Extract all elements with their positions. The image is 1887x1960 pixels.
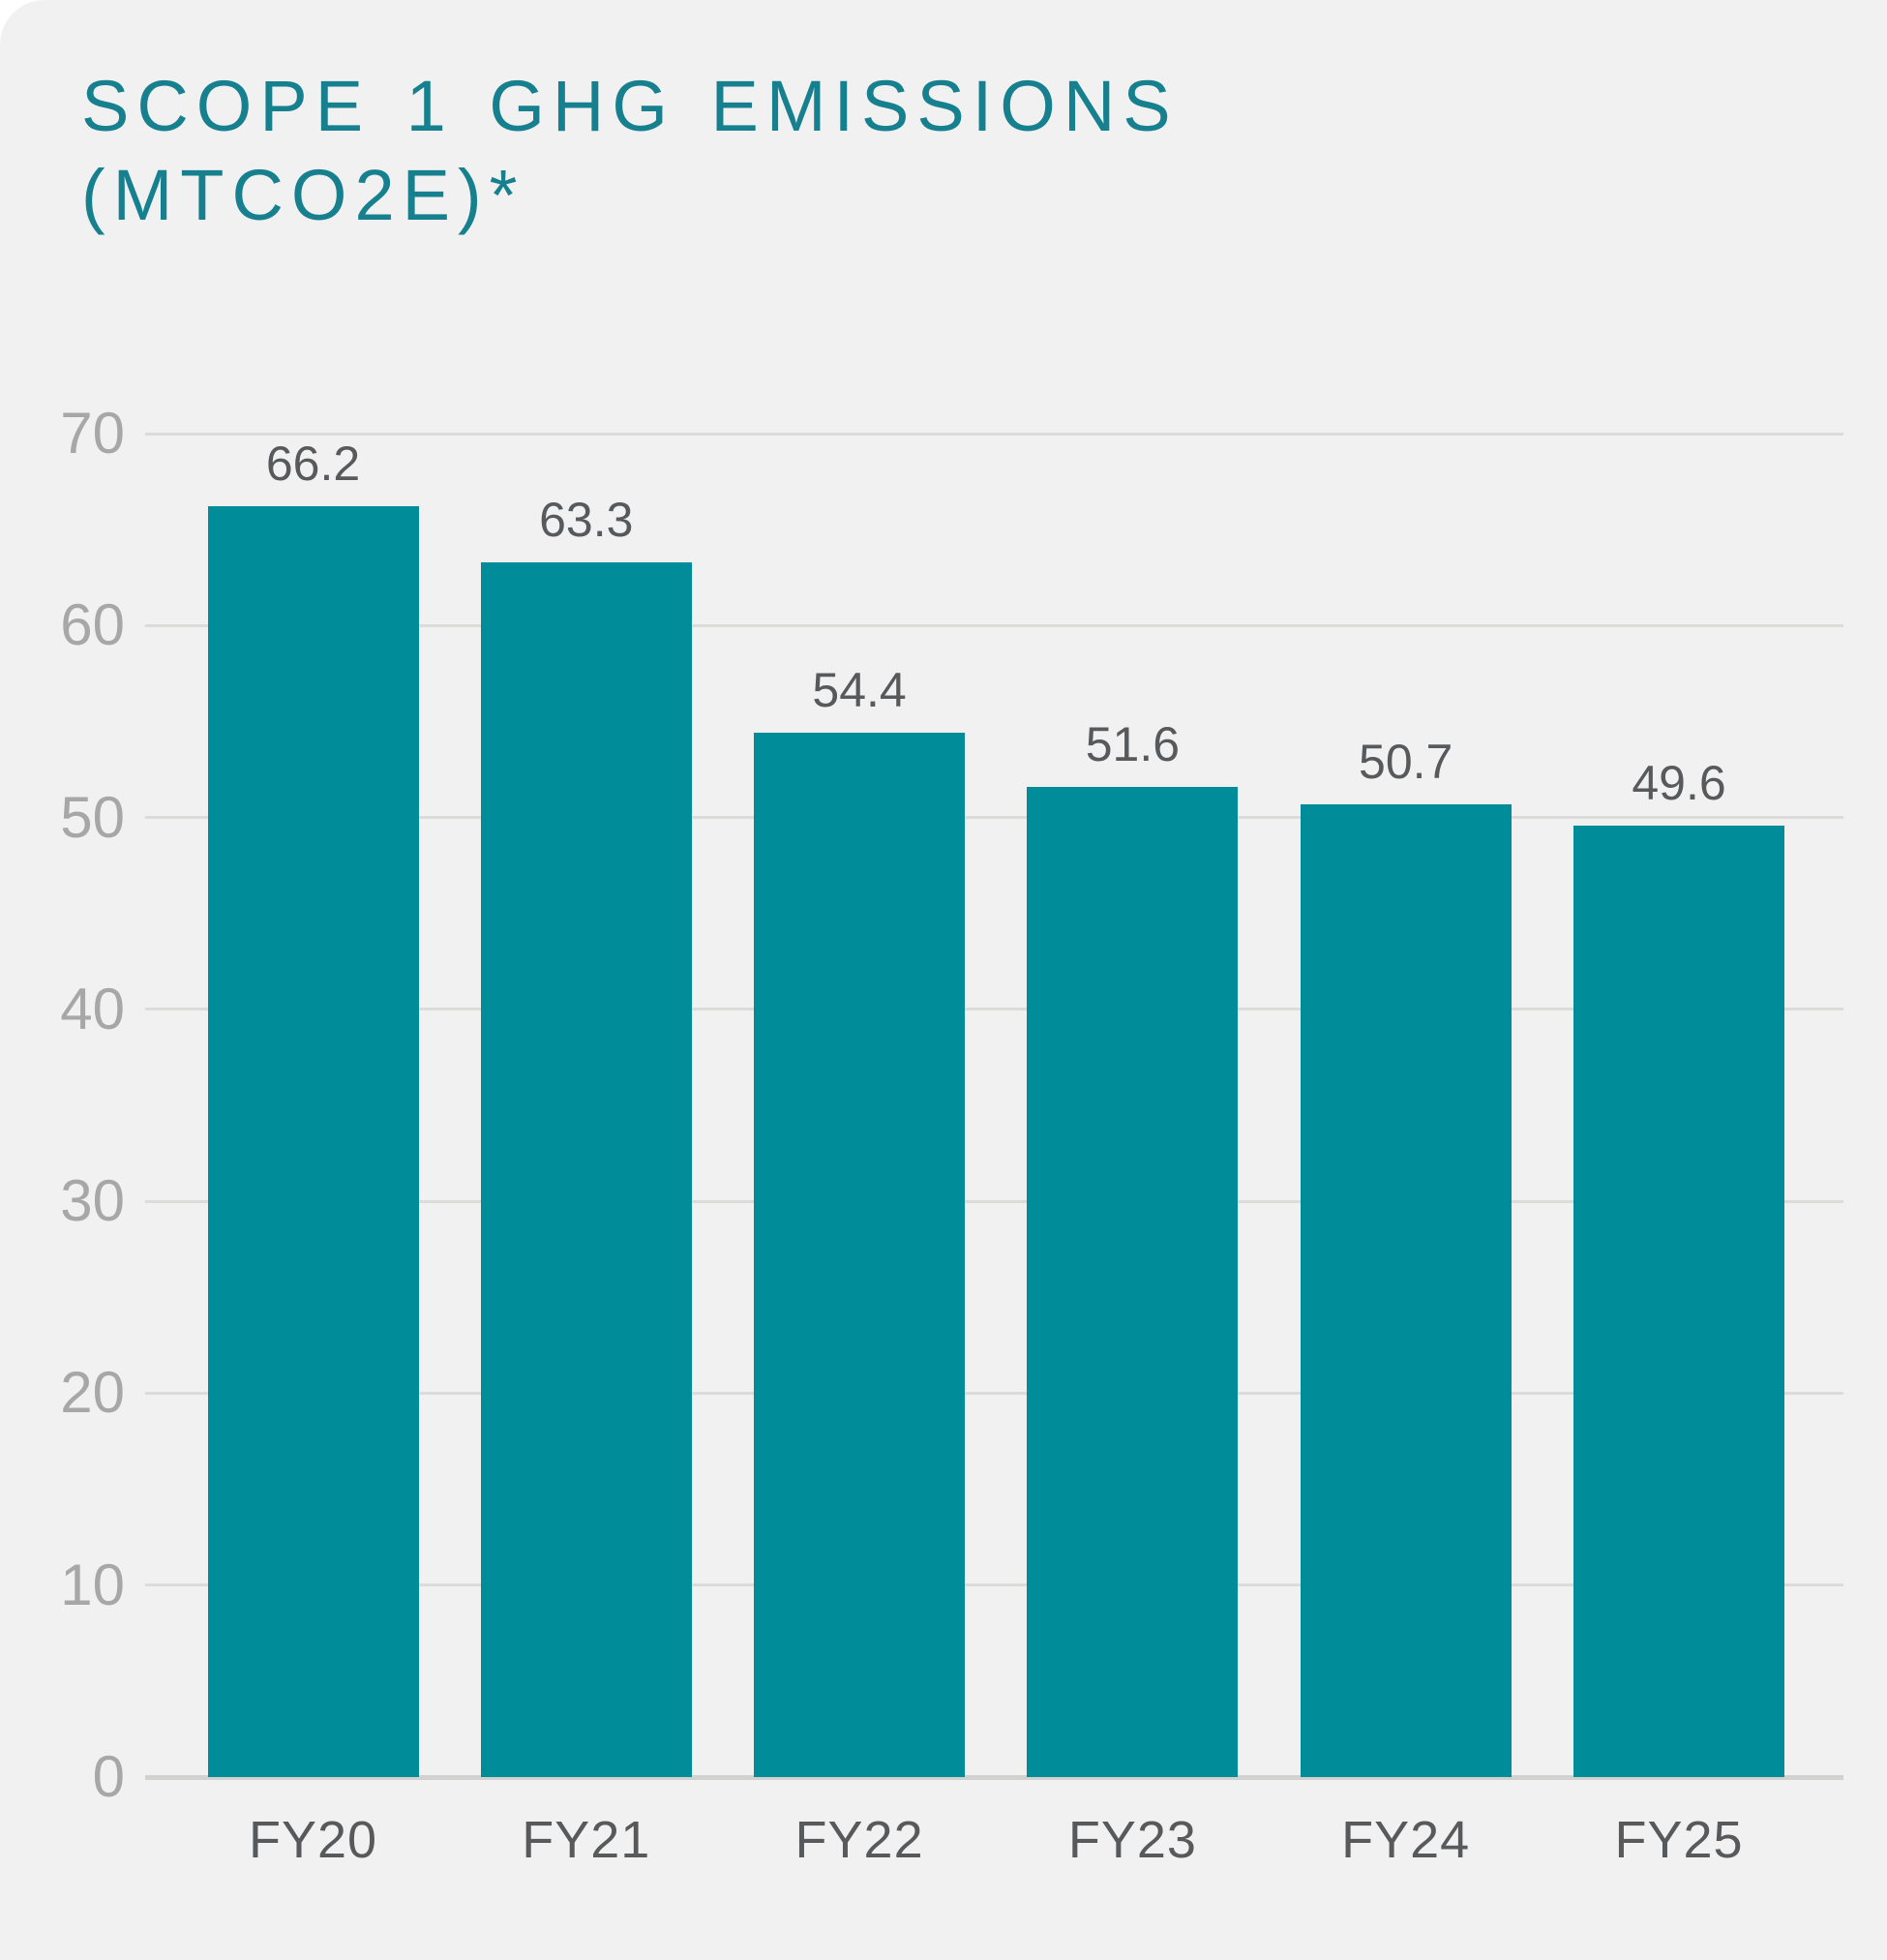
x-axis-label-FY20: FY20 bbox=[248, 1811, 378, 1869]
chart-title-line2: (MTCO2E)* bbox=[81, 155, 525, 235]
bar-FY20 bbox=[207, 506, 419, 1777]
value-label-FY21: 63.3 bbox=[539, 492, 634, 547]
bar-FY25 bbox=[1573, 825, 1784, 1777]
y-tick-label-20: 20 bbox=[60, 1360, 125, 1426]
gridline-y20 bbox=[145, 1391, 1843, 1395]
y-tick-label-30: 30 bbox=[60, 1168, 125, 1234]
y-tick-label-40: 40 bbox=[60, 976, 125, 1041]
gridline-y30 bbox=[145, 1199, 1843, 1203]
x-axis-label-FY21: FY21 bbox=[522, 1811, 651, 1869]
gridline-y50 bbox=[145, 816, 1843, 820]
value-label-FY25: 49.6 bbox=[1632, 755, 1726, 810]
x-axis-baseline bbox=[145, 1775, 1843, 1780]
y-tick-label-50: 50 bbox=[60, 784, 125, 850]
x-axis-label-FY25: FY25 bbox=[1614, 1811, 1744, 1869]
bar-FY22 bbox=[754, 733, 966, 1777]
bar-FY21 bbox=[480, 561, 692, 1777]
gridline-y70 bbox=[145, 432, 1843, 436]
y-tick-label-60: 60 bbox=[60, 592, 125, 658]
y-tick-label-70: 70 bbox=[60, 401, 125, 466]
x-axis-label-FY24: FY24 bbox=[1341, 1811, 1471, 1869]
chart-title: SCOPE 1 GHG EMISSIONS (MTCO2E)* bbox=[81, 62, 1179, 240]
value-label-FY22: 54.4 bbox=[812, 663, 907, 718]
bar-FY23 bbox=[1027, 786, 1239, 1777]
x-axis-label-FY23: FY23 bbox=[1067, 1811, 1197, 1869]
y-tick-label-0: 0 bbox=[92, 1744, 125, 1809]
value-label-FY24: 50.7 bbox=[1359, 734, 1453, 789]
chart-title-line1: SCOPE 1 GHG EMISSIONS bbox=[81, 66, 1179, 146]
bar-FY24 bbox=[1300, 803, 1512, 1777]
gridline-y40 bbox=[145, 1008, 1843, 1011]
gridline-y60 bbox=[145, 623, 1843, 627]
gridline-y10 bbox=[145, 1583, 1843, 1587]
x-axis-label-FY22: FY22 bbox=[794, 1811, 924, 1869]
value-label-FY23: 51.6 bbox=[1085, 716, 1181, 771]
y-tick-label-10: 10 bbox=[60, 1552, 125, 1617]
value-label-FY20: 66.2 bbox=[265, 437, 361, 492]
